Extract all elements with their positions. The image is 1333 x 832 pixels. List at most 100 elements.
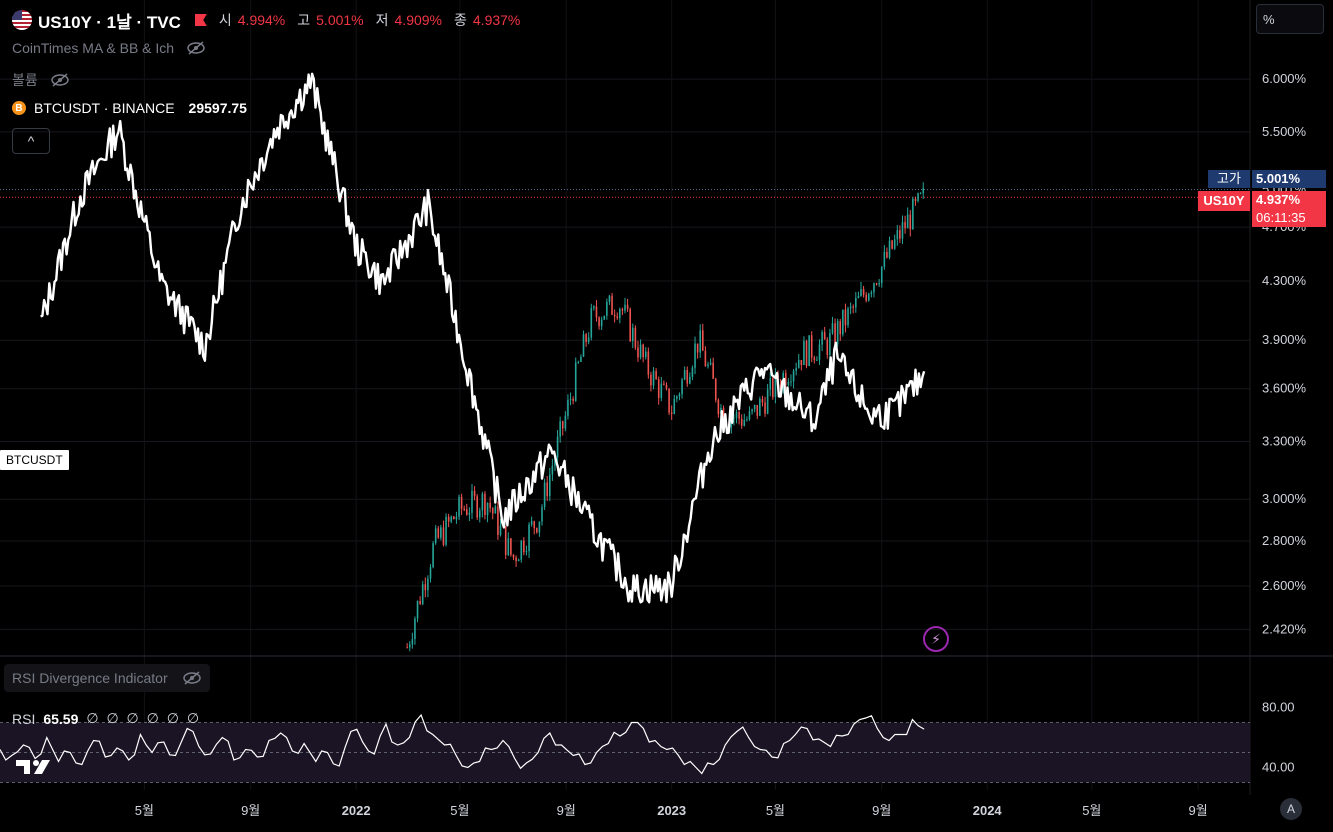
candle-body [616, 316, 619, 318]
candle-body [761, 399, 764, 403]
last-price-tag: 4.937% [1252, 191, 1326, 209]
price-axis: 6.000%5.500%5.001%4.937%4.700%4.300%3.90… [1262, 71, 1307, 636]
indicator-volume[interactable]: 볼륨 [12, 70, 70, 90]
scale-mode-input[interactable]: % [1256, 4, 1324, 34]
candle-body [621, 309, 624, 311]
candle-body [772, 378, 774, 397]
high-tag-value: 5.001% [1252, 170, 1326, 188]
candle-body [678, 394, 681, 397]
candle-body [707, 364, 709, 367]
candle-body [852, 306, 855, 308]
collapse-legend-button[interactable]: ^ [12, 128, 50, 154]
candle-body [611, 295, 613, 315]
candle-body [606, 301, 608, 316]
rsi-name: RSI [12, 710, 36, 727]
candle-body [816, 359, 818, 361]
candle-body [546, 482, 548, 497]
candle-body [634, 327, 637, 348]
candle-body [702, 330, 704, 351]
ohlc-close-label: 종 [454, 12, 467, 28]
hidden-eye-icon[interactable] [186, 41, 206, 55]
candle-body [590, 308, 593, 338]
us10y-candles [406, 182, 925, 652]
candle-body [735, 412, 738, 418]
compare-legend[interactable]: B BTCUSDT · BINANCE 29597.75 [12, 100, 247, 116]
candle-body [891, 240, 893, 249]
hidden-eye-icon[interactable] [182, 671, 202, 685]
candle-body [733, 417, 735, 419]
auto-scale-button[interactable]: A [1280, 798, 1302, 820]
price-axis-label: 2.800% [1262, 533, 1307, 548]
candle-body [694, 343, 696, 368]
candle-body [626, 304, 629, 309]
candle-body [536, 527, 538, 533]
time-axis-label: 2023 [657, 803, 686, 818]
candle-body [450, 516, 453, 522]
symbol-price-tag: US10Y [1198, 191, 1250, 211]
candle-body [600, 319, 603, 327]
price-axis-label: 3.600% [1262, 381, 1307, 396]
candle-body [466, 509, 468, 515]
candle-body [751, 409, 753, 412]
candle-body [631, 327, 634, 342]
time-axis-label: 5월 [766, 803, 785, 818]
time-axis-label: 5월 [135, 803, 154, 818]
candle-body [787, 381, 790, 386]
price-axis-label: 4.300% [1262, 273, 1307, 288]
price-axis-label: 3.300% [1262, 433, 1307, 448]
candle-body [660, 383, 663, 398]
candle-body [810, 335, 813, 358]
candle-body [559, 421, 561, 437]
candle-body [904, 222, 906, 229]
candle-body [424, 584, 427, 591]
btcusdt-line [40, 72, 926, 604]
candle-body [476, 496, 478, 518]
candle-body [440, 527, 442, 538]
candle-body [580, 356, 582, 362]
ohlc-low-value: 4.909% [394, 12, 442, 28]
rsi-line [0, 713, 925, 775]
indicator-ma-bb-ich[interactable]: CoinTimes MA & BB & Ich [12, 40, 206, 56]
candle-body [886, 252, 888, 258]
candle-body [740, 418, 743, 426]
candle-body [523, 540, 525, 553]
candle-body [883, 252, 886, 267]
candle-body [642, 344, 644, 358]
bar-countdown: 06:11:35 [1252, 209, 1326, 227]
candle-body [808, 335, 810, 366]
candle-body [766, 389, 769, 414]
tradingview-logo-icon[interactable] [14, 756, 54, 778]
candle-body [520, 540, 523, 560]
time-axis: 5월 9월 2022 5월 9월 2023 5월 9월 2024 5월 9월 [135, 803, 1208, 818]
candle-body [722, 407, 725, 428]
candle-body [460, 496, 463, 509]
rsi-axis-label: 40.00 [1262, 760, 1295, 775]
candle-body [919, 193, 922, 195]
rsi-legend[interactable]: RSI 65.59 ∅ ∅ ∅ ∅ ∅ ∅ [12, 710, 201, 727]
candle-body [860, 289, 862, 297]
candle-body [821, 332, 823, 345]
candle-body [759, 399, 761, 416]
candle-body [432, 543, 434, 568]
ohlc-high-value: 5.001% [316, 12, 364, 28]
candle-body [499, 525, 502, 535]
candle-body [914, 198, 917, 201]
candle-body [657, 379, 660, 398]
lightning-icon[interactable]: ⚡ [923, 626, 949, 652]
candle-body [486, 502, 489, 515]
ohlc-open-label: 시 [218, 12, 232, 28]
flag-icon[interactable] [194, 14, 207, 26]
candle-body [455, 516, 458, 520]
indicator-rsi-divergence[interactable]: RSI Divergence Indicator [4, 664, 210, 692]
hidden-eye-icon[interactable] [50, 73, 70, 87]
rsi-series-line [0, 713, 925, 775]
candle-body [839, 321, 842, 335]
candle-body [564, 415, 567, 429]
candle-body [865, 294, 867, 301]
candle-body [683, 370, 686, 380]
candle-body [676, 396, 678, 399]
symbol-title[interactable]: US10Y · 1날 · TVC [38, 12, 181, 32]
candle-body [533, 521, 536, 528]
candle-body [909, 214, 912, 230]
